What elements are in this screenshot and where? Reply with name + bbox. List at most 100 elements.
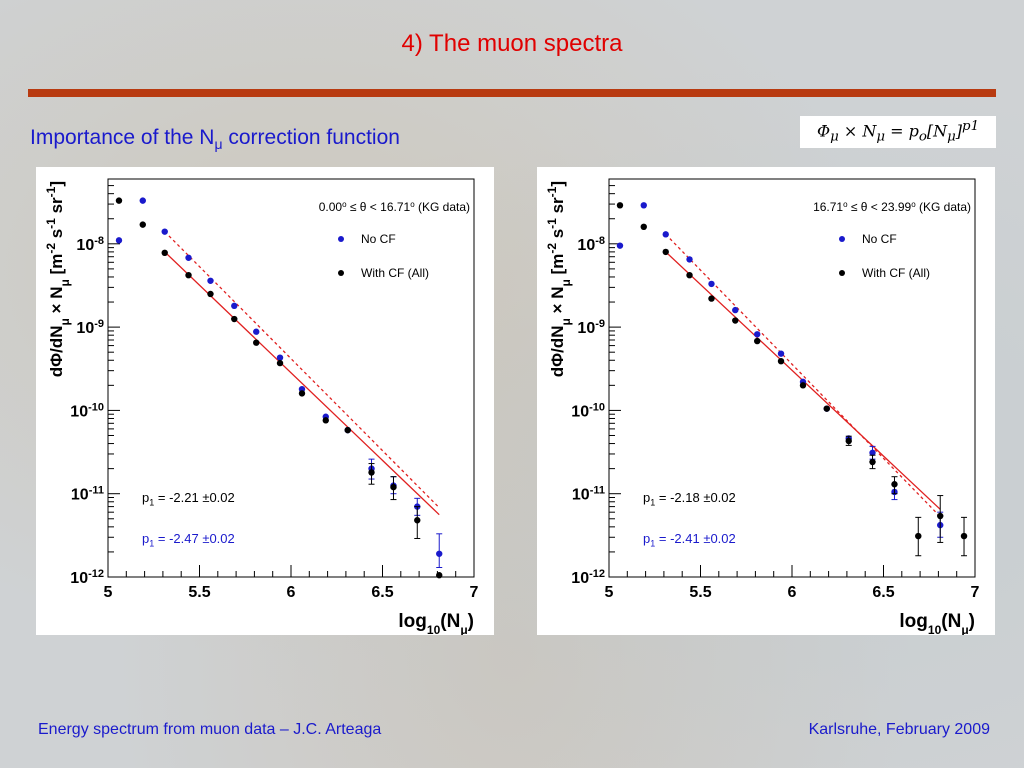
data-point bbox=[686, 271, 693, 279]
x-tick-label: 6.5 bbox=[371, 584, 393, 601]
x-tick-label: 7 bbox=[971, 584, 980, 601]
legend-marker bbox=[338, 270, 344, 276]
data-point bbox=[436, 550, 443, 557]
data-point bbox=[708, 295, 715, 302]
data-point bbox=[161, 228, 168, 235]
data-point bbox=[960, 532, 968, 540]
data-point bbox=[732, 317, 739, 324]
x-tick-label: 5 bbox=[605, 584, 614, 601]
data-point bbox=[436, 572, 443, 579]
chart-header: 0.00o ≤ θ < 16.71o (KG data) bbox=[319, 200, 470, 215]
data-point bbox=[823, 405, 830, 412]
data-point bbox=[344, 426, 351, 434]
chart-panel-right: 5 5.5 6 6.5 7 10-8 10-9 10-10 10-11 10-12 log10(Nμ… bbox=[537, 167, 995, 635]
data-point bbox=[276, 359, 284, 367]
data-point bbox=[390, 483, 397, 491]
y-tick-label: 10-10 bbox=[70, 401, 104, 420]
y-tick-label: 10-11 bbox=[572, 485, 605, 504]
x-tick-label: 5.5 bbox=[188, 584, 210, 601]
x-tick-label: 6.5 bbox=[872, 584, 894, 601]
data-point bbox=[161, 249, 168, 257]
subtitle-pre: Importance of the N bbox=[30, 126, 215, 149]
data-point bbox=[185, 271, 192, 279]
data-point bbox=[231, 315, 238, 323]
data-point bbox=[185, 254, 192, 261]
plot-frame bbox=[107, 178, 475, 578]
x-tick-label: 5.5 bbox=[689, 584, 711, 601]
x-tick-label: 7 bbox=[470, 584, 479, 601]
chart-header: 16.71o ≤ θ < 23.99o (KG data) bbox=[813, 200, 971, 215]
fit-result-black: p1 = -2.21 ±0.02 bbox=[142, 490, 235, 508]
data-point bbox=[754, 337, 761, 345]
data-point bbox=[937, 512, 944, 520]
data-point bbox=[777, 357, 785, 365]
data-point bbox=[799, 382, 807, 389]
formula-box: Φμ × Nμ = po[Nμ]p1 bbox=[800, 116, 996, 148]
legend-marker bbox=[839, 236, 845, 242]
legend-label: With CF (All) bbox=[862, 266, 930, 280]
x-tick-label: 6 bbox=[287, 584, 296, 601]
legend-marker bbox=[839, 270, 845, 276]
y-tick-label: 10-12 bbox=[571, 568, 605, 587]
y-tick-label: 10-8 bbox=[76, 235, 104, 254]
y-tick-label: 10-10 bbox=[571, 401, 605, 420]
title-rule bbox=[28, 89, 996, 97]
data-point bbox=[276, 354, 284, 361]
data-point bbox=[845, 437, 852, 445]
data-point bbox=[686, 256, 693, 263]
y-tick-label: 10-9 bbox=[76, 318, 104, 337]
data-point bbox=[662, 231, 669, 238]
legend-label: No CF bbox=[361, 232, 396, 246]
data-point bbox=[662, 248, 669, 256]
data-point bbox=[915, 532, 922, 540]
x-axis-label: log10(Nμ) bbox=[398, 611, 474, 635]
formula-text: Φμ × Nμ = po[Nμ]p1 bbox=[816, 119, 980, 145]
x-tick-label: 5 bbox=[104, 584, 113, 601]
data-point bbox=[891, 481, 898, 488]
data-point bbox=[115, 197, 123, 204]
data-point bbox=[139, 221, 146, 228]
fit-result-black: p1 = -2.18 ±0.02 bbox=[643, 490, 736, 508]
data-point bbox=[322, 417, 329, 424]
fit-result-blue: p1 = -2.47 ±0.02 bbox=[142, 531, 235, 549]
data-point bbox=[231, 302, 238, 310]
subtitle-sub: μ bbox=[214, 136, 223, 153]
footer-right: Karlsruhe, February 2009 bbox=[808, 721, 990, 738]
x-tick-label: 6 bbox=[788, 584, 797, 601]
data-point bbox=[869, 458, 876, 466]
y-tick-label: 10-11 bbox=[71, 485, 104, 504]
fit-result-blue: p1 = -2.41 ±0.02 bbox=[643, 531, 736, 549]
chart-left: 5 5.5 6 6.5 7 10-8 10-9 10-10 10-11 10-12 log10(Nμ… bbox=[44, 178, 479, 635]
slide-subtitle: Importance of the Nμ correction function bbox=[30, 126, 400, 152]
data-point bbox=[139, 197, 146, 204]
data-point bbox=[253, 339, 260, 346]
data-point bbox=[368, 469, 375, 476]
legend-label: With CF (All) bbox=[361, 266, 429, 280]
legend-label: No CF bbox=[862, 232, 897, 246]
y-tick-label: 10-8 bbox=[577, 235, 605, 254]
slide-title: 4) The muon spectra bbox=[401, 30, 623, 57]
data-point bbox=[640, 202, 647, 209]
data-point bbox=[777, 350, 785, 357]
data-point bbox=[115, 237, 123, 244]
data-point bbox=[732, 306, 739, 314]
legend-marker bbox=[338, 236, 344, 242]
y-axis-label: dΦ/dNμ × Nμ [m-2 s-1 sr-1] bbox=[44, 181, 72, 377]
x-axis-label: log10(Nμ) bbox=[899, 611, 975, 635]
data-point bbox=[869, 449, 876, 456]
data-point bbox=[616, 202, 624, 209]
data-point bbox=[616, 242, 624, 249]
chart-panel-left: 5 5.5 6 6.5 7 10-8 10-9 10-10 10-11 10-12 log10(Nμ… bbox=[36, 167, 494, 635]
data-point bbox=[298, 390, 306, 397]
data-point bbox=[207, 277, 214, 284]
subtitle-post: correction function bbox=[222, 126, 400, 149]
data-point bbox=[640, 223, 647, 231]
data-point bbox=[708, 280, 715, 288]
data-point bbox=[207, 290, 214, 298]
fit-line bbox=[164, 231, 440, 509]
footer-left: Energy spectrum from muon data – J.C. Ar… bbox=[38, 721, 382, 738]
data-point bbox=[754, 331, 761, 338]
fit-line bbox=[164, 251, 440, 516]
chart-right: 5 5.5 6 6.5 7 10-8 10-9 10-10 10-11 10-12 log10(Nμ… bbox=[545, 178, 980, 635]
y-axis-label: dΦ/dNμ × Nμ [m-2 s-1 sr-1] bbox=[545, 181, 573, 377]
